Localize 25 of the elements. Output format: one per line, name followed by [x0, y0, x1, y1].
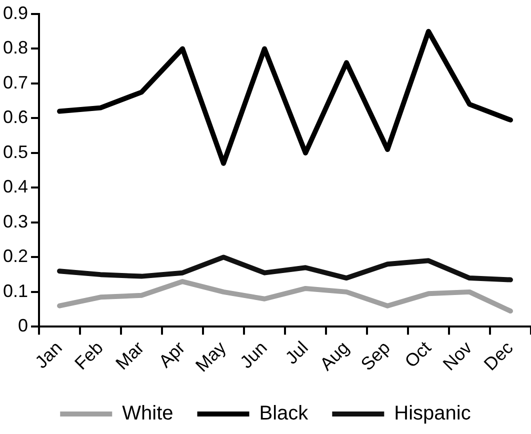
x-tick-label: Mar [112, 338, 148, 374]
legend-label: Black [259, 402, 310, 425]
x-tick-label: Feb [70, 338, 107, 374]
legend-label: White [122, 402, 174, 425]
x-tick-label: Jul [281, 338, 312, 368]
x-tick-label: Aug [316, 338, 353, 374]
x-tick-label: Sep [357, 338, 394, 374]
x-tick-label: Apr [154, 338, 189, 372]
legend-label: Hispanic [394, 402, 471, 425]
x-tick-label: Oct [400, 338, 435, 372]
y-tick-label: 0.8 [2, 38, 28, 58]
x-tick-label: Dec [480, 338, 517, 374]
y-tick-label: 0.5 [2, 142, 28, 162]
y-tick-label: 0.3 [2, 211, 28, 232]
x-tick-label: Jun [236, 338, 271, 372]
y-tick-label: 0.4 [2, 176, 28, 197]
y-tick-label: 0.1 [2, 280, 28, 301]
x-tick-label: May [192, 338, 230, 376]
x-tick-label: Jan [31, 338, 66, 372]
y-tick-label: 0.7 [2, 72, 28, 92]
y-tick-label: 0.2 [2, 246, 28, 266]
y-tick-label: 0 [18, 316, 28, 336]
x-tick-label: Nov [439, 338, 476, 374]
y-tick-label: 0.6 [2, 107, 28, 128]
y-tick-label: 0.9 [2, 2, 28, 23]
